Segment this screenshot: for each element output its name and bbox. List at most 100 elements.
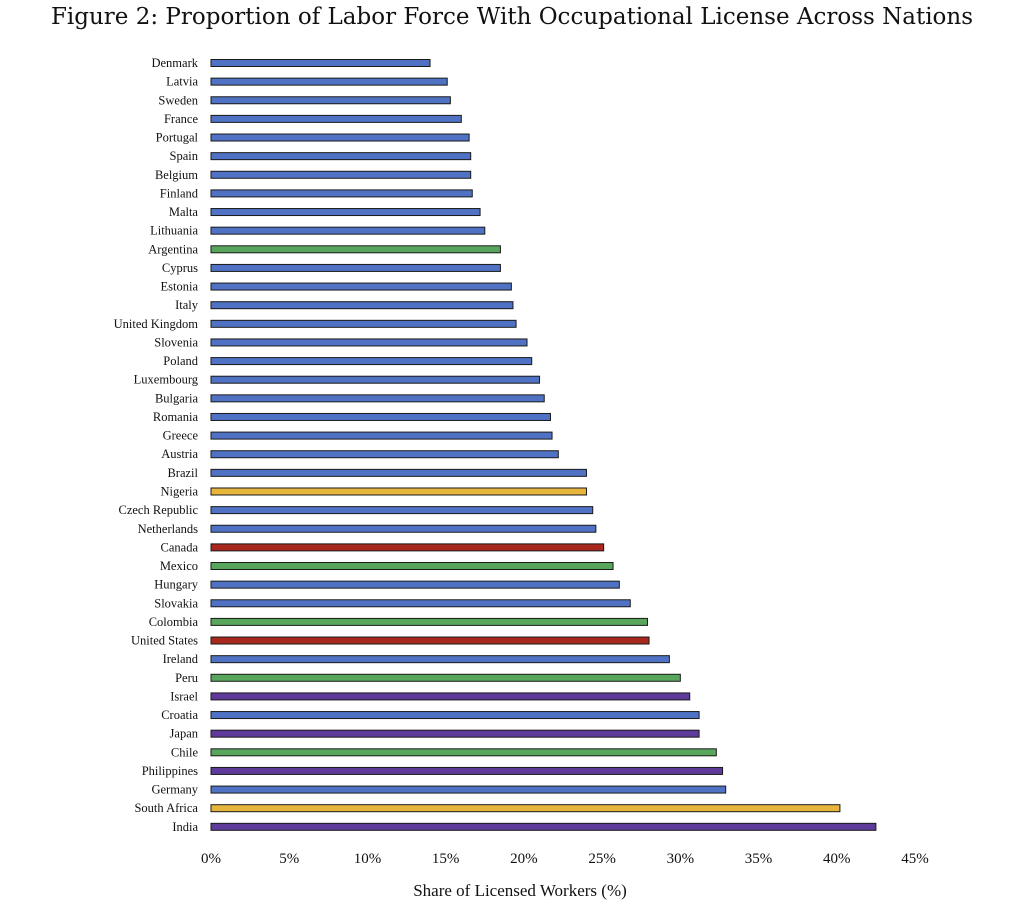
category-label: Lithuania: [150, 224, 198, 238]
bars-group: [210, 59, 877, 831]
bar-cyprus: [210, 263, 501, 272]
bar-czech-republic: [210, 506, 594, 515]
category-label: Malta: [169, 205, 199, 219]
category-label: Portugal: [156, 131, 199, 145]
bar-lithuania: [210, 226, 486, 235]
bar-austria: [210, 450, 559, 459]
category-label: Romania: [153, 410, 199, 424]
bar-israel: [210, 692, 691, 701]
category-label: Argentina: [148, 242, 198, 256]
x-axis-title: Share of Licensed Workers (%): [413, 881, 627, 900]
category-label: Colombia: [149, 615, 199, 629]
category-label: Israel: [170, 689, 198, 703]
bar-netherlands: [210, 524, 597, 533]
category-label: Slovenia: [154, 335, 198, 349]
bar-romania: [210, 412, 551, 421]
category-label: France: [164, 112, 198, 126]
bar-chile: [210, 748, 717, 757]
category-label: Belgium: [155, 168, 198, 182]
bar-peru: [210, 673, 681, 682]
bar-united-states: [210, 636, 650, 645]
category-label: Canada: [161, 540, 199, 554]
category-label: Bulgaria: [155, 391, 198, 405]
bar-spain: [210, 152, 472, 161]
bar-finland: [210, 189, 473, 198]
category-label: Chile: [171, 745, 199, 759]
category-labels: Denmark Latvia Sweden France Portugal Spain Be…: [114, 56, 199, 834]
bar-croatia: [210, 711, 700, 720]
x-tick-label: 15%: [432, 851, 460, 867]
x-tick-labels: 0% 5% 10% 15% 20% 25% 30% 35% 40% 45%: [201, 851, 929, 867]
bar-france: [210, 114, 462, 123]
category-label: Ireland: [163, 652, 199, 666]
bar-greece: [210, 431, 553, 440]
bar-belgium: [210, 170, 472, 179]
bar-philippines: [210, 766, 724, 775]
x-tick-label: 40%: [823, 851, 851, 867]
bar-ireland: [210, 655, 670, 664]
x-tick-label: 0%: [201, 851, 221, 867]
category-label: United States: [131, 634, 198, 648]
bar-estonia: [210, 282, 512, 291]
bar-india: [210, 822, 877, 831]
category-label: Peru: [175, 671, 199, 685]
category-label: Czech Republic: [119, 503, 199, 517]
category-label: Spain: [170, 149, 199, 163]
category-label: Austria: [161, 447, 198, 461]
x-tick-label: 45%: [901, 851, 929, 867]
x-tick-label: 20%: [510, 851, 538, 867]
category-label: Germany: [151, 783, 198, 797]
category-label: Slovakia: [154, 596, 198, 610]
bar-italy: [210, 301, 514, 310]
category-label: Netherlands: [138, 522, 199, 536]
bar-colombia: [210, 617, 648, 626]
x-tick-label: 10%: [354, 851, 382, 867]
bar-slovakia: [210, 599, 631, 608]
bar-brazil: [210, 468, 587, 477]
bar-denmark: [210, 59, 431, 67]
bar-japan: [210, 729, 700, 738]
category-label: Sweden: [158, 93, 198, 107]
bar-hungary: [210, 580, 620, 589]
category-label: Estonia: [161, 280, 199, 294]
category-label: Denmark: [151, 56, 198, 70]
bar-argentina: [210, 245, 501, 254]
x-tick-label: 25%: [588, 851, 616, 867]
category-label: Greece: [163, 429, 199, 443]
category-label: Cyprus: [162, 261, 198, 275]
x-tick-label: 35%: [745, 851, 773, 867]
bar-slovenia: [210, 338, 528, 347]
category-label: Nigeria: [161, 484, 199, 498]
bar-south-africa: [210, 804, 841, 813]
x-tick-label: 30%: [667, 851, 695, 867]
bar-nigeria: [210, 487, 587, 496]
bar-united-kingdom: [210, 319, 517, 328]
category-label: Mexico: [160, 559, 198, 573]
category-label: Brazil: [167, 466, 198, 480]
chart-title: Figure 2: Proportion of Labor Force With…: [50, 4, 974, 30]
bar-bulgaria: [210, 394, 545, 403]
bar-sweden: [210, 96, 451, 105]
bar-germany: [210, 785, 727, 794]
category-label: Hungary: [154, 578, 198, 592]
category-label: India: [172, 820, 198, 834]
bar-poland: [210, 357, 533, 366]
x-tick-label: 5%: [279, 851, 299, 867]
category-label: Finland: [160, 186, 199, 200]
category-label: Latvia: [166, 75, 198, 89]
bar-mexico: [210, 562, 614, 571]
category-label: South Africa: [134, 801, 198, 815]
bar-portugal: [210, 133, 470, 142]
bar-latvia: [210, 77, 448, 86]
category-label: Italy: [175, 298, 199, 312]
category-label: Philippines: [142, 764, 198, 778]
category-label: Poland: [163, 354, 198, 368]
category-label: United Kingdom: [114, 317, 199, 331]
category-label: Japan: [170, 727, 199, 741]
bar-malta: [210, 208, 481, 217]
bar-canada: [210, 543, 605, 552]
category-label: Croatia: [161, 708, 198, 722]
bar-luxembourg: [210, 375, 541, 384]
category-label: Luxembourg: [134, 373, 199, 387]
